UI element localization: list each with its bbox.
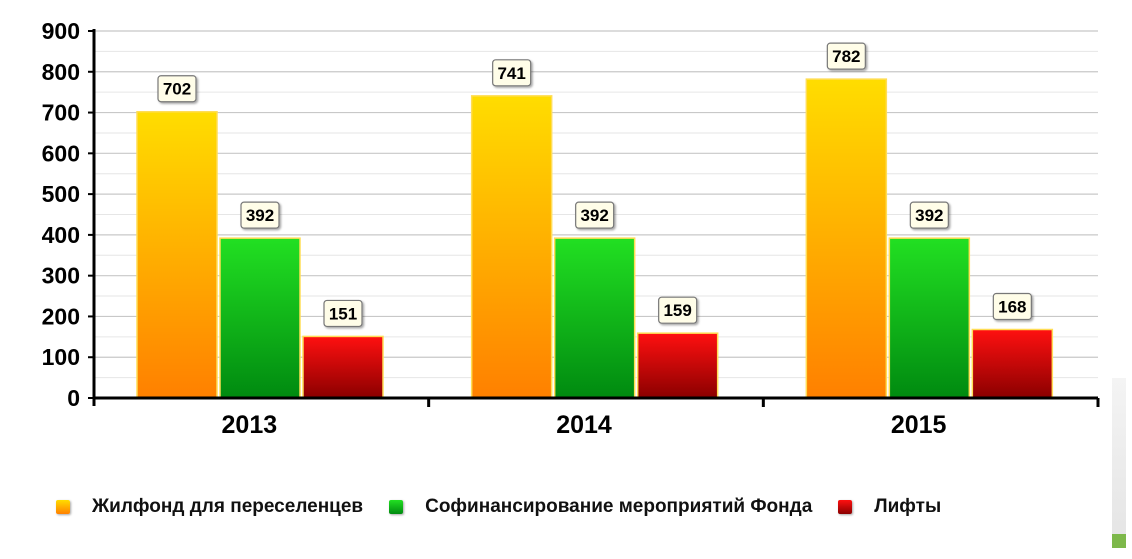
y-tick-label: 900: [42, 18, 80, 44]
y-tick-label: 800: [42, 59, 80, 85]
y-tick-label: 700: [42, 100, 80, 126]
bar-0-2014: [470, 95, 553, 399]
axes: [88, 29, 1100, 407]
data-label-text: 782: [832, 47, 860, 66]
legend-swatch-orange: [56, 500, 70, 514]
data-label: 702: [157, 75, 197, 103]
data-label: 392: [909, 201, 949, 229]
data-label-text: 702: [163, 80, 191, 99]
y-tick-label: 200: [42, 303, 80, 329]
data-label-box: [826, 42, 866, 70]
data-label-box: [909, 201, 949, 229]
bar-1-2015: [888, 237, 971, 399]
y-tick-label: 300: [42, 263, 80, 289]
y-tick-label: 100: [42, 344, 80, 370]
data-label-box: [157, 75, 197, 103]
y-tick-label: 500: [42, 181, 80, 207]
legend-swatch-green: [389, 500, 404, 514]
watermark-strip: [1112, 378, 1126, 548]
x-tick-label: 2015: [891, 411, 947, 439]
y-tick-label: 0: [67, 385, 80, 411]
data-label-text: 392: [246, 206, 274, 225]
data-label: 159: [658, 296, 698, 324]
data-labels: 702 392 151 741 392 159 782 392 168: [157, 42, 1032, 328]
bar-2-2013: [302, 335, 384, 399]
data-label-text: 392: [580, 206, 608, 225]
bar-1-2014: [553, 237, 636, 399]
data-label-text: 159: [663, 301, 691, 320]
data-label-box: [240, 201, 280, 229]
bar-0-2015: [805, 78, 888, 399]
x-axis-tick-labels: 2013 2014 2015: [222, 411, 947, 439]
legend-item-zhilfond: Жилфонд для переселенцев: [56, 496, 363, 518]
legend-swatch-red: [838, 500, 853, 514]
y-tick-label: 400: [42, 222, 80, 248]
bar-1-2013: [219, 237, 301, 399]
data-label-text: 168: [998, 297, 1026, 316]
bar-2-2015: [971, 328, 1054, 399]
legend-item-cofinancing: Софинансирование мероприятий Фонда: [389, 496, 812, 518]
legend-label: Софинансирование мероприятий Фонда: [425, 496, 813, 517]
data-label-box: [658, 296, 698, 324]
x-tick-label: 2013: [222, 411, 278, 439]
bars: [136, 78, 1054, 399]
bar-2-2014: [636, 332, 719, 399]
data-label: 151: [323, 299, 363, 328]
data-label: 168: [992, 292, 1032, 321]
data-label-box: [575, 201, 615, 229]
data-label-text: 151: [329, 304, 357, 323]
data-label: 392: [575, 201, 615, 229]
bar-0-2013: [136, 110, 218, 399]
data-label: 741: [492, 59, 532, 87]
legend-item-lifts: Лифты: [838, 496, 941, 518]
data-label-text: 392: [915, 206, 943, 225]
legend: Жилфонд для переселенцев Софинансировани…: [56, 492, 967, 522]
data-label: 392: [240, 201, 280, 229]
data-label-text: 741: [497, 64, 525, 83]
data-label: 782: [826, 42, 866, 70]
y-axis-tick-labels: 0 100 200 300 400 500 600 700 800 900: [42, 18, 80, 411]
data-label-box: [323, 299, 363, 328]
y-tick-label: 600: [42, 140, 80, 166]
legend-label: Лифты: [874, 496, 942, 517]
data-label-box: [992, 292, 1032, 321]
x-tick-label: 2014: [556, 411, 612, 439]
legend-label: Жилфонд для переселенцев: [92, 496, 364, 517]
data-label-box: [492, 59, 532, 87]
watermark-logo-icon: [1112, 534, 1126, 548]
